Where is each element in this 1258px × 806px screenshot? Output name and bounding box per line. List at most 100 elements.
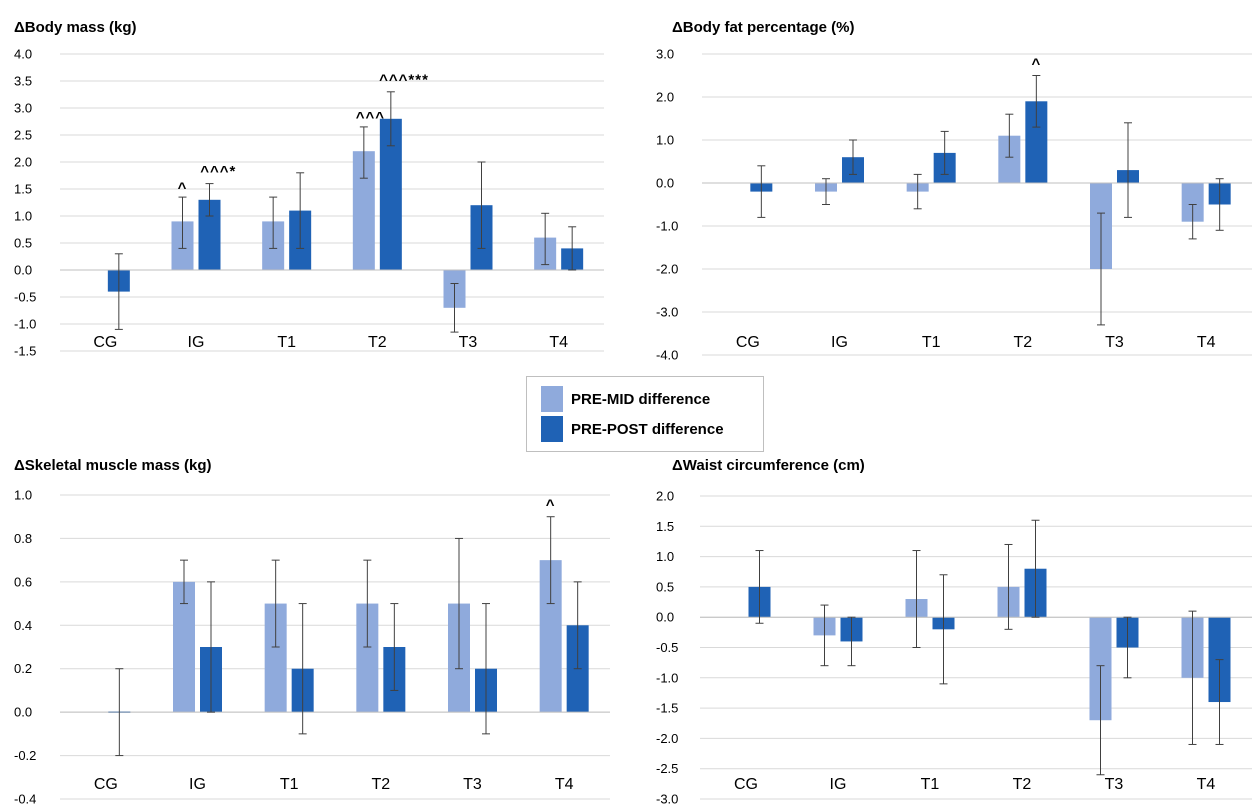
- y-tick-label: -0.5: [656, 640, 678, 655]
- x-tick-label-t2: T2: [371, 776, 390, 793]
- x-tick-label-t4: T4: [555, 776, 574, 793]
- error-bar-pre-mid-t4: [1188, 610, 1197, 745]
- y-tick-label: 1.0: [14, 488, 32, 503]
- y-tick-label: 3.0: [656, 47, 674, 62]
- error-bar-pre-mid-t3: [455, 537, 463, 670]
- bar-pre-post-ig: [198, 199, 221, 270]
- x-tick-label-t4: T4: [1197, 776, 1216, 793]
- y-tick-label: -2.0: [656, 731, 678, 746]
- y-tick-label: 0.5: [656, 579, 674, 594]
- error-bar-pre-mid-t1: [913, 173, 922, 210]
- error-bar-pre-mid-t1: [269, 196, 278, 249]
- y-tick-label: -1.0: [656, 670, 678, 685]
- error-bar-pre-post-t4: [1215, 178, 1224, 231]
- x-tick-label-cg: CG: [734, 776, 758, 793]
- error-bar-pre-post-ig: [207, 581, 215, 713]
- x-tick-label-t3: T3: [1105, 776, 1124, 793]
- significance-annotation: ^^^***: [379, 71, 429, 88]
- error-bar-pre-post-t4: [568, 226, 577, 271]
- y-tick-label: 0.5: [14, 236, 32, 251]
- legend-swatch-pre-mid: [541, 386, 563, 412]
- chart-legend: PRE-MID difference PRE-POST difference: [526, 376, 764, 452]
- legend-entry-pre-post: PRE-POST difference: [541, 416, 724, 442]
- y-tick-label: -1.0: [656, 219, 678, 234]
- x-tick-label-ig: IG: [830, 776, 847, 793]
- error-bar-pre-post-ig: [205, 183, 214, 217]
- y-tick-label: 0.6: [14, 574, 32, 589]
- error-bar-pre-post-t3: [482, 603, 490, 735]
- y-tick-label: 0.8: [14, 531, 32, 546]
- error-bar-pre-post-t2: [1031, 519, 1040, 618]
- x-tick-label-t1: T1: [277, 334, 296, 351]
- bar-pre-mid-t4: [1181, 183, 1204, 222]
- error-bar-pre-mid-ig: [178, 196, 187, 249]
- bar-pre-post-t2: [379, 118, 402, 270]
- y-tick-label: 0.0: [656, 610, 674, 625]
- y-tick-label: -3.0: [656, 305, 678, 320]
- error-bar-pre-post-t2: [390, 603, 399, 691]
- y-tick-label: -1.5: [14, 344, 36, 359]
- y-tick-label: 4.0: [14, 47, 32, 62]
- y-tick-label: -1.0: [14, 317, 36, 332]
- bar-pre-mid-t2: [998, 135, 1021, 183]
- y-tick-label: -0.5: [14, 290, 36, 305]
- x-tick-label-cg: CG: [93, 334, 117, 351]
- bar-pre-post-t2: [1025, 101, 1048, 183]
- bar-pre-mid-t1: [264, 603, 287, 713]
- chart-title-skeletal-muscle: ΔSkeletal muscle mass (kg): [14, 457, 212, 474]
- y-tick-label: 0.0: [14, 263, 32, 278]
- skeletal-muscle-chart: -0.4 -0.2 0.0 0.2 0.4 0.6 0.8 1.0 CG IG T1 T2 T3 T4 ^: [14, 488, 610, 806]
- x-tick-label-t1: T1: [922, 334, 941, 351]
- error-bar-pre-mid-ig: [820, 604, 829, 667]
- chart-title-waist: ΔWaist circumference (cm): [672, 457, 865, 474]
- x-tick-label-t3: T3: [1105, 334, 1124, 351]
- error-bar-pre-post-t2: [386, 91, 395, 147]
- error-bar-pre-post-t1: [940, 130, 949, 175]
- x-tick-label-cg: CG: [94, 776, 118, 793]
- x-tick-label-t4: T4: [549, 334, 568, 351]
- chart-title-body-mass: ΔBody mass (kg): [14, 19, 137, 36]
- y-tick-label: -2.5: [656, 761, 678, 776]
- x-tick-label-ig: IG: [188, 334, 205, 351]
- x-tick-label-t2: T2: [1013, 776, 1032, 793]
- y-tick-label: 2.0: [656, 90, 674, 105]
- legend-label-pre-mid: PRE-MID difference: [571, 390, 711, 408]
- y-tick-label: 2.0: [656, 489, 674, 504]
- error-bar-pre-mid-t3: [1097, 212, 1105, 326]
- error-bar-pre-mid-t3: [450, 283, 459, 333]
- significance-annotation: ^: [178, 179, 188, 196]
- error-bar-pre-mid-t2: [1005, 113, 1014, 158]
- chart-title-body-fat: ΔBody fat percentage (%): [672, 19, 855, 36]
- error-bar-pre-post-t1: [298, 603, 307, 735]
- y-tick-label: 0.2: [14, 661, 32, 676]
- body-fat-chart: -4.0 -3.0 -2.0 -1.0 0.0 1.0 2.0 3.0 CG IG T1 T2 T3 T4…: [656, 47, 1252, 363]
- error-bar-pre-mid-t1: [912, 550, 921, 648]
- error-bar-pre-post-t3: [1124, 122, 1132, 218]
- bar-pre-mid-t2: [356, 603, 379, 713]
- y-tick-label: -1.5: [656, 701, 678, 716]
- x-tick-label-t3: T3: [459, 334, 478, 351]
- significance-annotation: ^^^: [356, 109, 385, 126]
- error-bar-pre-post-cg: [115, 668, 124, 757]
- y-tick-label: 2.0: [14, 155, 32, 170]
- x-tick-label-cg: CG: [736, 334, 760, 351]
- y-tick-label: 1.5: [656, 519, 674, 534]
- error-bar-pre-mid-t3: [1096, 665, 1105, 776]
- error-bar-pre-mid-ig: [180, 559, 188, 605]
- x-tick-label-t1: T1: [921, 776, 940, 793]
- x-tick-label-t2: T2: [1013, 334, 1032, 351]
- significance-annotation: ^: [1031, 56, 1041, 73]
- legend-entry-pre-mid: PRE-MID difference: [541, 386, 710, 412]
- y-tick-label: -0.4: [14, 792, 36, 806]
- error-bar-pre-mid-t1: [271, 559, 280, 648]
- x-tick-label-t3: T3: [463, 776, 482, 793]
- error-bar-pre-post-t2: [1032, 75, 1041, 128]
- error-bar-pre-mid-ig: [822, 178, 830, 205]
- error-bar-pre-post-cg: [114, 253, 123, 330]
- body-mass-chart: -1.5 -1.0 -0.5 0.0 0.5 1.0 1.5 2.0 2.5 3.0 3.5 4.0 C…: [14, 47, 604, 359]
- x-tick-label-ig: IG: [831, 334, 848, 351]
- bar-pre-mid-t4: [539, 560, 562, 713]
- waist-chart: -3.0 -2.5 -2.0 -1.5 -1.0 -0.5 0.0 0.5 1.0 1.5 2.0 C…: [656, 489, 1252, 806]
- y-tick-label: -4.0: [656, 348, 678, 363]
- y-tick-label: 0.0: [656, 176, 674, 191]
